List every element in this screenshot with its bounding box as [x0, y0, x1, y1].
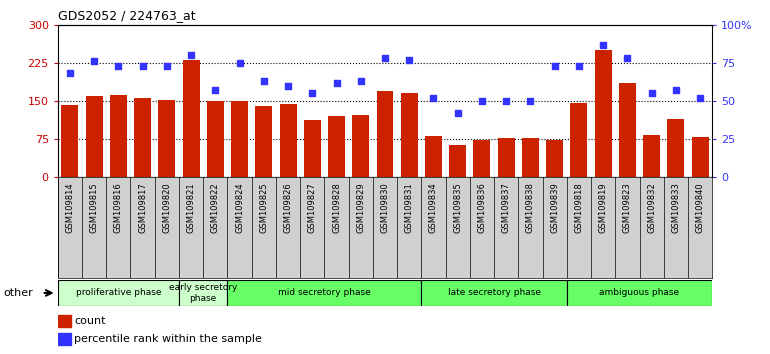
Bar — [58, 315, 71, 327]
Point — [185, 52, 197, 58]
Text: GSM109828: GSM109828 — [332, 182, 341, 233]
Bar — [280, 104, 296, 177]
Bar — [207, 101, 224, 177]
Text: GSM109817: GSM109817 — [138, 182, 147, 233]
Point — [427, 95, 440, 101]
Text: GSM109823: GSM109823 — [623, 182, 632, 233]
Point — [621, 56, 634, 61]
Text: GSM109836: GSM109836 — [477, 182, 487, 233]
Point — [597, 42, 609, 47]
Bar — [85, 96, 102, 177]
Bar — [377, 91, 393, 177]
Text: late secretory phase: late secretory phase — [447, 289, 541, 297]
Text: GSM109833: GSM109833 — [671, 182, 681, 233]
Bar — [449, 145, 466, 177]
Bar — [643, 135, 660, 177]
Bar — [571, 103, 588, 177]
Point — [500, 98, 512, 104]
Text: GSM109839: GSM109839 — [551, 182, 559, 233]
Bar — [182, 60, 199, 177]
Point — [64, 71, 76, 76]
Bar — [304, 120, 321, 177]
Text: GSM109822: GSM109822 — [211, 182, 219, 233]
Text: mid secretory phase: mid secretory phase — [278, 289, 371, 297]
Text: GSM109834: GSM109834 — [429, 182, 438, 233]
Point — [88, 58, 100, 64]
Bar — [159, 101, 176, 177]
Bar — [522, 138, 539, 177]
Text: GSM109832: GSM109832 — [647, 182, 656, 233]
Text: early secretory
phase: early secretory phase — [169, 283, 237, 303]
Point — [233, 60, 246, 66]
Bar — [179, 280, 227, 306]
Point — [524, 98, 537, 104]
Bar — [497, 138, 514, 177]
Text: GSM109835: GSM109835 — [454, 182, 462, 233]
Text: GSM109815: GSM109815 — [89, 182, 99, 233]
Point — [451, 110, 464, 116]
Text: GSM109814: GSM109814 — [65, 182, 75, 233]
Point — [306, 90, 319, 96]
Point — [670, 87, 682, 93]
Bar — [353, 115, 370, 177]
Bar — [110, 95, 127, 177]
Point — [573, 63, 585, 69]
Text: count: count — [74, 316, 105, 326]
Text: GSM109819: GSM109819 — [598, 182, 608, 233]
Text: proliferative phase: proliferative phase — [75, 289, 161, 297]
Text: GSM109837: GSM109837 — [502, 182, 511, 233]
Bar — [567, 280, 712, 306]
Text: GSM109827: GSM109827 — [308, 182, 316, 233]
Bar — [134, 98, 151, 177]
Point — [403, 57, 415, 63]
Bar — [421, 280, 567, 306]
Text: other: other — [4, 288, 34, 298]
Point — [282, 83, 294, 88]
Point — [112, 63, 125, 69]
Bar — [227, 280, 421, 306]
Bar — [594, 50, 611, 177]
Bar — [400, 93, 417, 177]
Point — [209, 87, 222, 93]
Point — [645, 90, 658, 96]
Text: GDS2052 / 224763_at: GDS2052 / 224763_at — [58, 9, 196, 22]
Bar — [62, 105, 79, 177]
Bar — [546, 141, 563, 177]
Text: GSM109840: GSM109840 — [695, 182, 705, 233]
Point — [355, 78, 367, 84]
Bar — [668, 119, 685, 177]
Bar — [256, 106, 273, 177]
Point — [258, 78, 270, 84]
Text: GSM109826: GSM109826 — [283, 182, 293, 233]
Bar — [619, 83, 636, 177]
Bar — [58, 280, 179, 306]
Text: GSM109820: GSM109820 — [162, 182, 172, 233]
Point — [694, 95, 706, 101]
Text: GSM109818: GSM109818 — [574, 182, 584, 233]
Text: GSM109821: GSM109821 — [186, 182, 196, 233]
Bar — [474, 141, 490, 177]
Bar — [328, 116, 345, 177]
Text: percentile rank within the sample: percentile rank within the sample — [74, 334, 262, 344]
Text: GSM109830: GSM109830 — [380, 182, 390, 233]
Text: GSM109829: GSM109829 — [357, 182, 365, 233]
Bar — [691, 137, 708, 177]
Bar — [425, 136, 442, 177]
Text: GSM109838: GSM109838 — [526, 182, 535, 233]
Bar — [58, 333, 71, 345]
Text: GSM109825: GSM109825 — [259, 182, 268, 233]
Point — [161, 63, 173, 69]
Text: ambiguous phase: ambiguous phase — [600, 289, 680, 297]
Text: GSM109816: GSM109816 — [114, 182, 123, 233]
Point — [476, 98, 488, 104]
Text: GSM109831: GSM109831 — [405, 182, 413, 233]
Point — [136, 63, 149, 69]
Text: GSM109824: GSM109824 — [235, 182, 244, 233]
Point — [548, 63, 561, 69]
Bar — [231, 101, 248, 177]
Point — [330, 80, 343, 85]
Point — [379, 56, 391, 61]
